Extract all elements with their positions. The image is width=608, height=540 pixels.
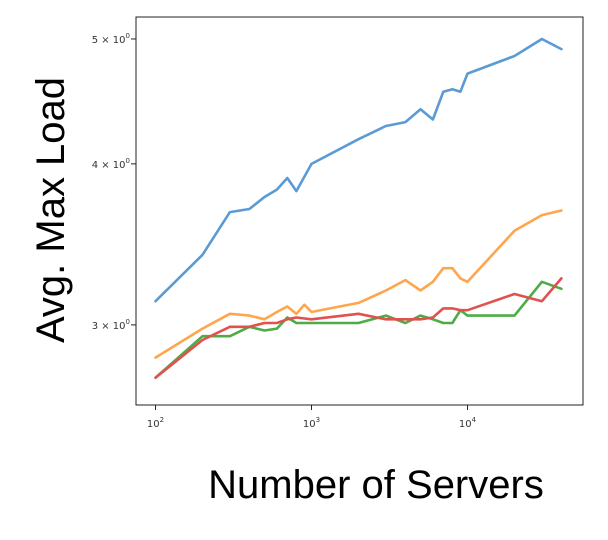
x-tick-label-0: 102 xyxy=(147,416,164,430)
series-line-3 xyxy=(154,277,563,380)
plot-frame xyxy=(135,16,584,406)
series-line-2 xyxy=(154,280,563,380)
x-tick-label-1: 103 xyxy=(303,416,320,430)
series-line-1 xyxy=(154,209,563,359)
x-axis-title: Number of Servers xyxy=(208,463,544,507)
y-tick-label-1: 4 × 100 xyxy=(92,157,130,171)
y-tick-label-0: 3 × 100 xyxy=(92,318,130,332)
y-tick-label-2: 5 × 100 xyxy=(92,32,130,46)
y-axis-ticks: 3 × 100 4 × 100 5 × 100 xyxy=(92,32,136,332)
series-group xyxy=(154,37,563,380)
y-axis-title: Avg. Max Load xyxy=(29,77,73,343)
series-line-0 xyxy=(154,37,563,303)
x-tick-label-2: 104 xyxy=(459,416,477,430)
x-axis-ticks: 102 103 104 xyxy=(147,405,477,430)
